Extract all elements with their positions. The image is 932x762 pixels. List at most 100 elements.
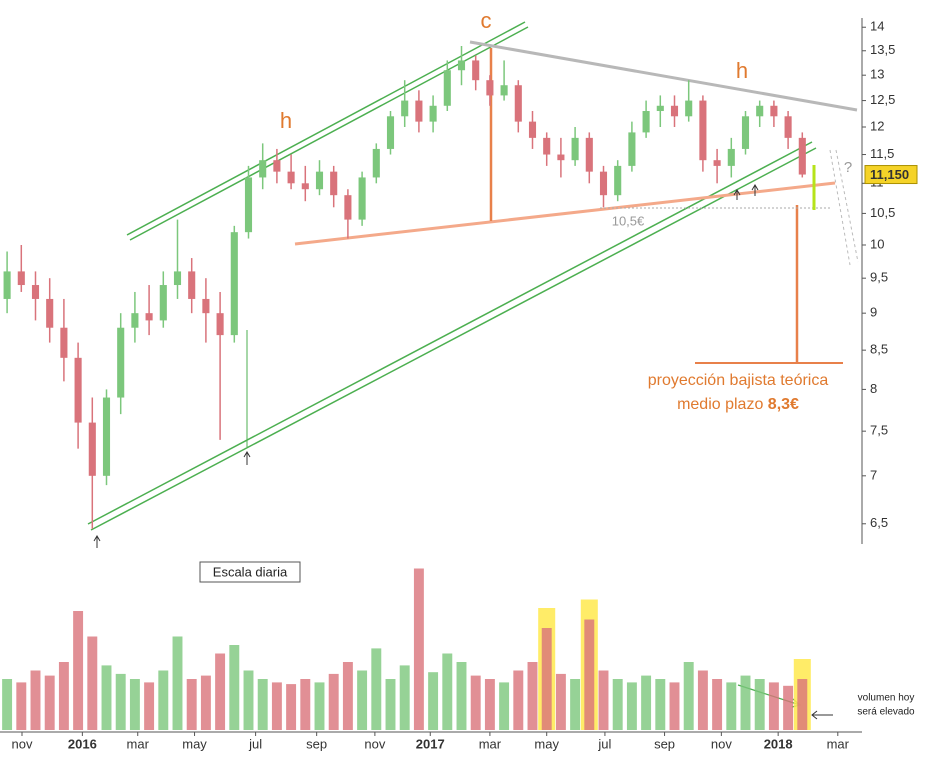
annotation: 10,5€ [612, 213, 645, 228]
volume-bar [442, 653, 453, 730]
volume-bar [527, 662, 538, 730]
volume-bar [115, 673, 126, 730]
candle-body [3, 271, 11, 299]
candle-body [557, 154, 565, 161]
volume-bar [257, 679, 268, 730]
volume-bar [626, 682, 637, 730]
annotation: ? [844, 159, 852, 176]
x-tick-label: mar [827, 736, 850, 751]
y-tick-label: 6,5 [870, 515, 888, 530]
candle-body [159, 285, 167, 321]
volume-bar [740, 675, 751, 730]
annotation: h [280, 108, 292, 133]
volume-bar [172, 636, 183, 730]
volume-bar [300, 679, 311, 730]
candle-body [202, 298, 210, 314]
volume-bar [768, 682, 779, 730]
candle-body [756, 105, 764, 117]
candle-body [599, 171, 608, 196]
x-tick-label: mar [127, 736, 150, 751]
candle-body [273, 160, 281, 172]
candle-body [457, 60, 466, 71]
candle-body [216, 313, 224, 336]
volume-bar [484, 679, 495, 730]
candle-body [543, 137, 551, 155]
volume-bar [669, 682, 680, 730]
candle-body [486, 80, 494, 96]
candle-body [571, 137, 579, 161]
y-tick-label: 7 [870, 467, 877, 482]
x-tick-label: 2016 [68, 736, 97, 751]
candle-body [230, 232, 238, 336]
candle-body [472, 60, 480, 81]
scale-label: Escala diaria [213, 564, 288, 579]
volume-bar [342, 662, 353, 730]
volume-note: será elevado [857, 707, 915, 718]
volume-bar [30, 670, 41, 730]
volume-bar [726, 682, 737, 730]
volume-bar [101, 665, 112, 730]
candle-body [415, 100, 423, 122]
candle-body [443, 70, 451, 106]
candle-body [330, 171, 338, 196]
x-tick-label: sep [306, 736, 327, 751]
volume-bar [357, 670, 368, 730]
volume-bar [200, 675, 211, 730]
y-tick-label: 7,5 [870, 423, 888, 438]
volume-bar [399, 665, 410, 730]
candle-body [656, 105, 664, 112]
y-tick-label: 13,5 [870, 42, 895, 57]
annotation: h [736, 58, 748, 83]
volume-bar [555, 673, 566, 730]
volume-bar [513, 670, 524, 730]
y-tick-label: 13 [870, 67, 884, 82]
volume-note: volumen hoy [858, 693, 915, 704]
projection-text: medio plazo [677, 396, 763, 413]
candle-body [528, 121, 537, 138]
volume-bar [271, 682, 282, 730]
candle-body [31, 285, 40, 299]
volume-bar [598, 670, 609, 730]
volume-bar [385, 679, 396, 730]
annotation: c [481, 8, 492, 33]
candle-body [131, 313, 139, 328]
volume-bar [2, 679, 13, 730]
volume-bar [428, 672, 439, 730]
volume-bar [371, 648, 382, 730]
volume-bar [58, 662, 69, 730]
candle-body [628, 132, 636, 166]
volume-bar [612, 679, 623, 730]
candle-body [798, 137, 806, 175]
y-tick-label: 12 [870, 118, 884, 133]
candle-body [500, 85, 508, 96]
volume-bar [286, 684, 297, 730]
volume-bar [797, 679, 808, 730]
volume-bar [655, 679, 666, 730]
y-tick-label: 10,5 [870, 205, 895, 220]
volume-bar [754, 679, 765, 730]
volume-bar [229, 645, 240, 730]
candle-body [173, 271, 182, 286]
volume-bar [243, 670, 254, 730]
candle-body [301, 183, 309, 190]
y-tick-label: 11,5 [870, 146, 894, 161]
volume-bar [16, 682, 27, 730]
candle-body [401, 100, 409, 117]
candle-body [244, 177, 253, 233]
candle-body [585, 137, 593, 172]
x-tick-label: sep [654, 736, 675, 751]
volume-bar [456, 662, 467, 730]
candle-body [315, 171, 324, 190]
volume-bar [470, 675, 481, 730]
y-tick-label: 9,5 [870, 270, 888, 285]
candle-body [117, 327, 125, 398]
volume-bar [328, 673, 339, 730]
y-tick-label: 8 [870, 381, 877, 396]
candle-body [344, 195, 352, 220]
candle-body [713, 160, 721, 166]
volume-bar [783, 685, 794, 730]
volume-bar [413, 568, 424, 730]
y-tick-label: 10 [870, 236, 884, 251]
candle-body [188, 271, 196, 299]
